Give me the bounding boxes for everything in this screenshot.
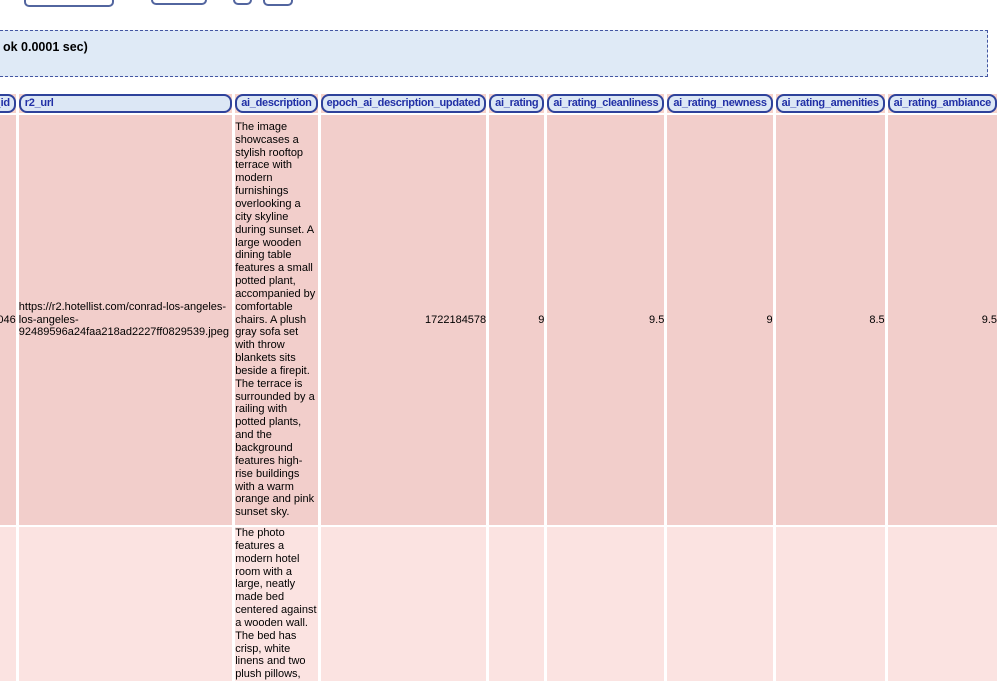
cell-ai-rating-amenities: 8.5 <box>775 115 885 525</box>
column-header-ai-rating-ambiance[interactable]: ai_rating_ambiance <box>887 94 997 113</box>
results-table-wrapper: el_id r2_url ai_description epoch_ai_des… <box>0 92 1000 683</box>
cell-ai-rating-newness: 9 <box>667 115 773 525</box>
cell-ai-rating-cleanliness <box>547 527 665 682</box>
query-status-text: ok 0.0001 sec) <box>3 40 88 54</box>
cell-ai-rating-cleanliness: 9.5 <box>547 115 665 525</box>
partial-button-1[interactable] <box>24 0 114 7</box>
cell-ai-rating <box>489 527 545 682</box>
column-header-hotel-id[interactable]: el_id <box>0 94 16 113</box>
results-table: el_id r2_url ai_description epoch_ai_des… <box>0 92 1000 683</box>
cell-ai-rating-amenities <box>775 527 885 682</box>
header-row: el_id r2_url ai_description epoch_ai_des… <box>0 94 997 113</box>
partial-button-3[interactable] <box>233 0 252 5</box>
column-header-ai-rating-newness[interactable]: ai_rating_newness <box>667 94 773 113</box>
table-row: AX046 https://r2.hotellist.com/conrad-lo… <box>0 115 997 525</box>
table-row: The photo features a modern hotel room w… <box>0 527 997 682</box>
cell-ai-rating: 9 <box>489 115 545 525</box>
column-header-ai-description[interactable]: ai_description <box>235 94 318 113</box>
partial-button-2[interactable] <box>151 0 207 5</box>
query-status-box: ok 0.0001 sec) <box>0 30 988 77</box>
cell-epoch-ai-description-updated <box>320 527 487 682</box>
cell-hotel-id: AX046 <box>0 115 16 525</box>
cell-r2-url <box>18 527 233 682</box>
partial-button-4[interactable] <box>263 0 293 6</box>
cell-r2-url: https://r2.hotellist.com/conrad-los-ange… <box>18 115 233 525</box>
cell-ai-description: The image showcases a stylish rooftop te… <box>235 115 318 525</box>
cell-hotel-id <box>0 527 16 682</box>
column-header-epoch-ai-description-updated[interactable]: epoch_ai_description_updated <box>320 94 487 113</box>
cell-ai-rating-newness <box>667 527 773 682</box>
cell-ai-rating-ambiance <box>887 527 997 682</box>
column-header-ai-rating-cleanliness[interactable]: ai_rating_cleanliness <box>547 94 665 113</box>
cell-ai-description: The photo features a modern hotel room w… <box>235 527 318 682</box>
column-header-ai-rating[interactable]: ai_rating <box>489 94 545 113</box>
cell-ai-rating-ambiance: 9.5 <box>887 115 997 525</box>
cell-epoch-ai-description-updated: 1722184578 <box>320 115 487 525</box>
column-header-r2-url[interactable]: r2_url <box>18 94 233 113</box>
column-header-ai-rating-amenities[interactable]: ai_rating_amenities <box>775 94 885 113</box>
